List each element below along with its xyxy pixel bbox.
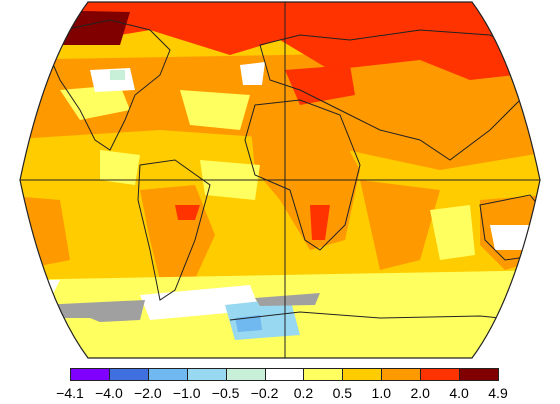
africa-outline: [244, 99, 361, 251]
anomaly-region-antarctic-peninsula: [235, 315, 262, 332]
color-legend: −4.1 −4.0 −2.0 −1.0 −0.5 −0.2 0.2 0.5 1.0 2.0 4.0 4…: [0, 360, 560, 404]
legend-tick-label: −0.2: [250, 385, 279, 401]
anomaly-region-hudson-bay: [110, 70, 125, 80]
australia-outline: [479, 194, 540, 261]
world-map-svg: [19, 1, 541, 359]
legend-swatch: [342, 368, 383, 381]
legend-swatch: [264, 368, 305, 381]
temperature-anomaly-map: [19, 1, 541, 359]
legend-tick-label: 4.0: [449, 385, 469, 401]
missing-data-ross-sea: [40, 300, 145, 322]
legend-tick-label: −1.0: [172, 385, 201, 401]
anomaly-region-africa: [250, 115, 360, 250]
legend-swatch: [70, 368, 110, 381]
anomaly-region-north-sea-neutral: [240, 62, 265, 85]
legend-tick-label: 0.2: [293, 385, 314, 401]
legend-tick-label: 4.9: [488, 385, 508, 401]
legend-tick-label: −2.0: [133, 385, 162, 401]
legend-swatch: [147, 368, 188, 381]
legend-tick-label: 0.5: [332, 385, 353, 401]
anomaly-region-east-pacific: [100, 150, 140, 185]
legend-tick-label: 1.0: [371, 385, 391, 401]
anomaly-region-north-atlantic: [180, 90, 250, 130]
anomaly-region-south-pacific: [20, 195, 70, 270]
north-america-outline: [39, 19, 171, 151]
legend-swatch: [459, 368, 499, 381]
eurasia-outline: [259, 29, 531, 161]
anomaly-region-east-indian-ocean: [430, 205, 475, 260]
legend-tick-label: −0.5: [211, 385, 240, 401]
legend-swatch: [381, 368, 422, 381]
legend-tick-label: −4.0: [95, 385, 123, 401]
coastlines: [39, 19, 540, 321]
anomaly-region-indian-ocean: [360, 180, 440, 270]
anomaly-region-southern-africa: [310, 205, 330, 240]
map-field: [20, 2, 540, 358]
legend-swatch: [420, 368, 461, 381]
antarctica-outline: [229, 311, 521, 321]
anomaly-region-north-america-cool: [60, 85, 130, 120]
anomaly-region-tasman-neutral: [490, 225, 540, 250]
legend-swatch: [225, 368, 266, 381]
legend-tick-label: −4.1: [56, 385, 84, 401]
south-america-outline: [137, 159, 211, 301]
legend-swatch: [186, 368, 227, 381]
legend-tick-label: 2.0: [410, 385, 430, 401]
missing-data-weddell: [255, 293, 320, 306]
map-border: [19, 1, 541, 359]
anomaly-region-brazil: [175, 205, 200, 220]
anomaly-region-alaska: [40, 10, 130, 45]
anomaly-region-eastern-europe: [285, 65, 355, 105]
legend-swatch: [108, 368, 149, 381]
legend-swatch: [303, 368, 344, 381]
